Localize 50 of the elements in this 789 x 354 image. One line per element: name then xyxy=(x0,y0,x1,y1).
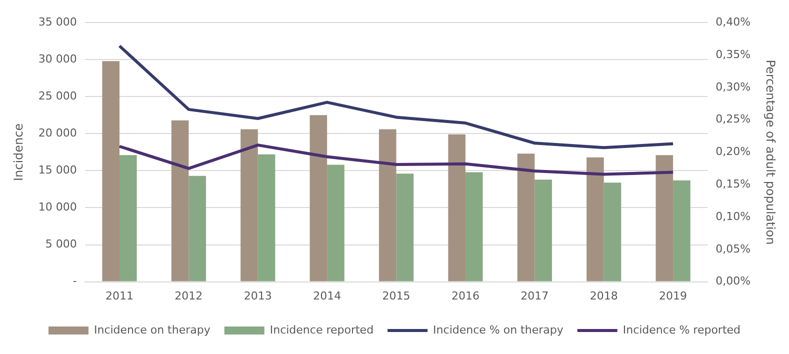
y-tick-label: 25 000 xyxy=(38,90,77,103)
bar xyxy=(240,129,258,282)
y2-tick-label: 0,20% xyxy=(716,145,751,158)
bar xyxy=(258,154,276,282)
x-tick-label: 2016 xyxy=(451,289,480,302)
y2-tick-label: 0,00% xyxy=(716,274,751,288)
bar xyxy=(188,176,206,282)
y2-tick-label: 0,25% xyxy=(716,112,751,126)
legend-label: Incidence % reported xyxy=(622,323,741,336)
bar xyxy=(396,174,414,282)
y-tick-label: 15 000 xyxy=(38,164,77,177)
y2-tick-label: 0,05% xyxy=(716,242,751,256)
bar xyxy=(534,180,552,282)
bar xyxy=(448,134,466,282)
y-tick-label: 20 000 xyxy=(38,126,77,140)
x-tick-label: 2015 xyxy=(382,289,410,302)
bar xyxy=(102,61,120,282)
bar xyxy=(171,120,189,282)
legend-label: Incidence % on therapy xyxy=(433,323,564,336)
y-tick-label: 35 000 xyxy=(38,15,77,28)
y2-axis-title: Percentage of adult population xyxy=(764,60,778,245)
y2-tick-label: 0,40% xyxy=(716,15,751,28)
x-tick-label: 2012 xyxy=(174,289,203,302)
x-tick-label: 2011 xyxy=(105,289,134,302)
legend-label: Incidence reported xyxy=(270,323,374,336)
bar xyxy=(673,180,690,282)
y2-tick-label: 0,15% xyxy=(716,177,751,190)
y2-tick-label: 0,30% xyxy=(716,80,751,94)
x-tick-label: 2013 xyxy=(244,289,272,302)
bar xyxy=(310,115,328,282)
y-tick-label: 5 000 xyxy=(45,238,77,251)
x-tick-label: 2018 xyxy=(590,289,618,302)
bar xyxy=(604,182,622,282)
y-tick-label: 30 000 xyxy=(38,52,77,66)
bar xyxy=(465,172,483,282)
bar xyxy=(378,129,396,282)
y-tick-label: 10 000 xyxy=(38,200,77,214)
legend-label: Incidence on therapy xyxy=(94,323,211,336)
x-tick-label: 2017 xyxy=(520,289,549,302)
bar xyxy=(586,157,604,282)
y-tick-label: - xyxy=(72,274,77,288)
bar xyxy=(119,155,137,282)
y2-tick-label: 0,35% xyxy=(716,48,751,61)
x-tick-label: 2014 xyxy=(313,289,342,302)
bar xyxy=(327,164,344,282)
bar xyxy=(517,154,535,282)
y-axis-title: Incidence xyxy=(11,123,26,182)
bar xyxy=(656,155,674,282)
x-tick-label: 2019 xyxy=(659,289,688,302)
y2-tick-label: 0,10% xyxy=(716,210,751,223)
